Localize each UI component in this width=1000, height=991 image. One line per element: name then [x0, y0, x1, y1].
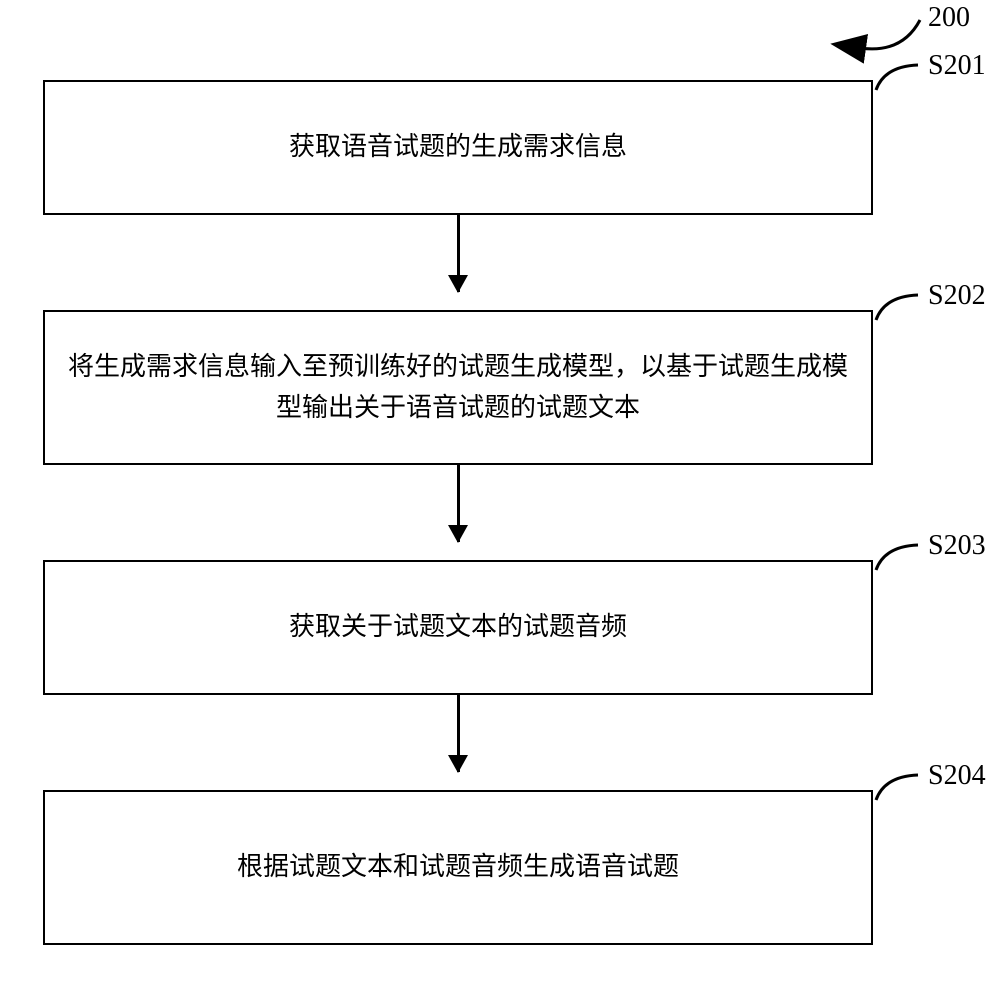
step-box-s204: 根据试题文本和试题音频生成语音试题	[43, 790, 873, 945]
step-label-curve-s202	[871, 290, 943, 345]
step-text: 获取关于试题文本的试题音频	[289, 607, 627, 647]
flow-arrow-2	[457, 465, 460, 542]
step-text: 将生成需求信息输入至预训练好的试题生成模型，以基于试题生成模型输出关于语音试题的…	[65, 347, 851, 428]
step-text: 获取语音试题的生成需求信息	[289, 127, 627, 167]
step-box-s201: 获取语音试题的生成需求信息	[43, 80, 873, 215]
diagram-id-label: 200	[928, 2, 970, 34]
diagram-id-pointer	[0, 0, 1000, 80]
step-box-s203: 获取关于试题文本的试题音频	[43, 560, 873, 695]
flow-arrow-1	[457, 215, 460, 292]
flow-arrow-3	[457, 695, 460, 772]
step-text: 根据试题文本和试题音频生成语音试题	[237, 847, 679, 887]
step-label-curve-s201	[871, 60, 943, 115]
step-label-curve-s204	[871, 770, 943, 825]
flowchart-canvas: 200 获取语音试题的生成需求信息 将生成需求信息输入至预训练好的试题生成模型，…	[0, 0, 1000, 991]
step-box-s202: 将生成需求信息输入至预训练好的试题生成模型，以基于试题生成模型输出关于语音试题的…	[43, 310, 873, 465]
step-label-curve-s203	[871, 540, 943, 595]
